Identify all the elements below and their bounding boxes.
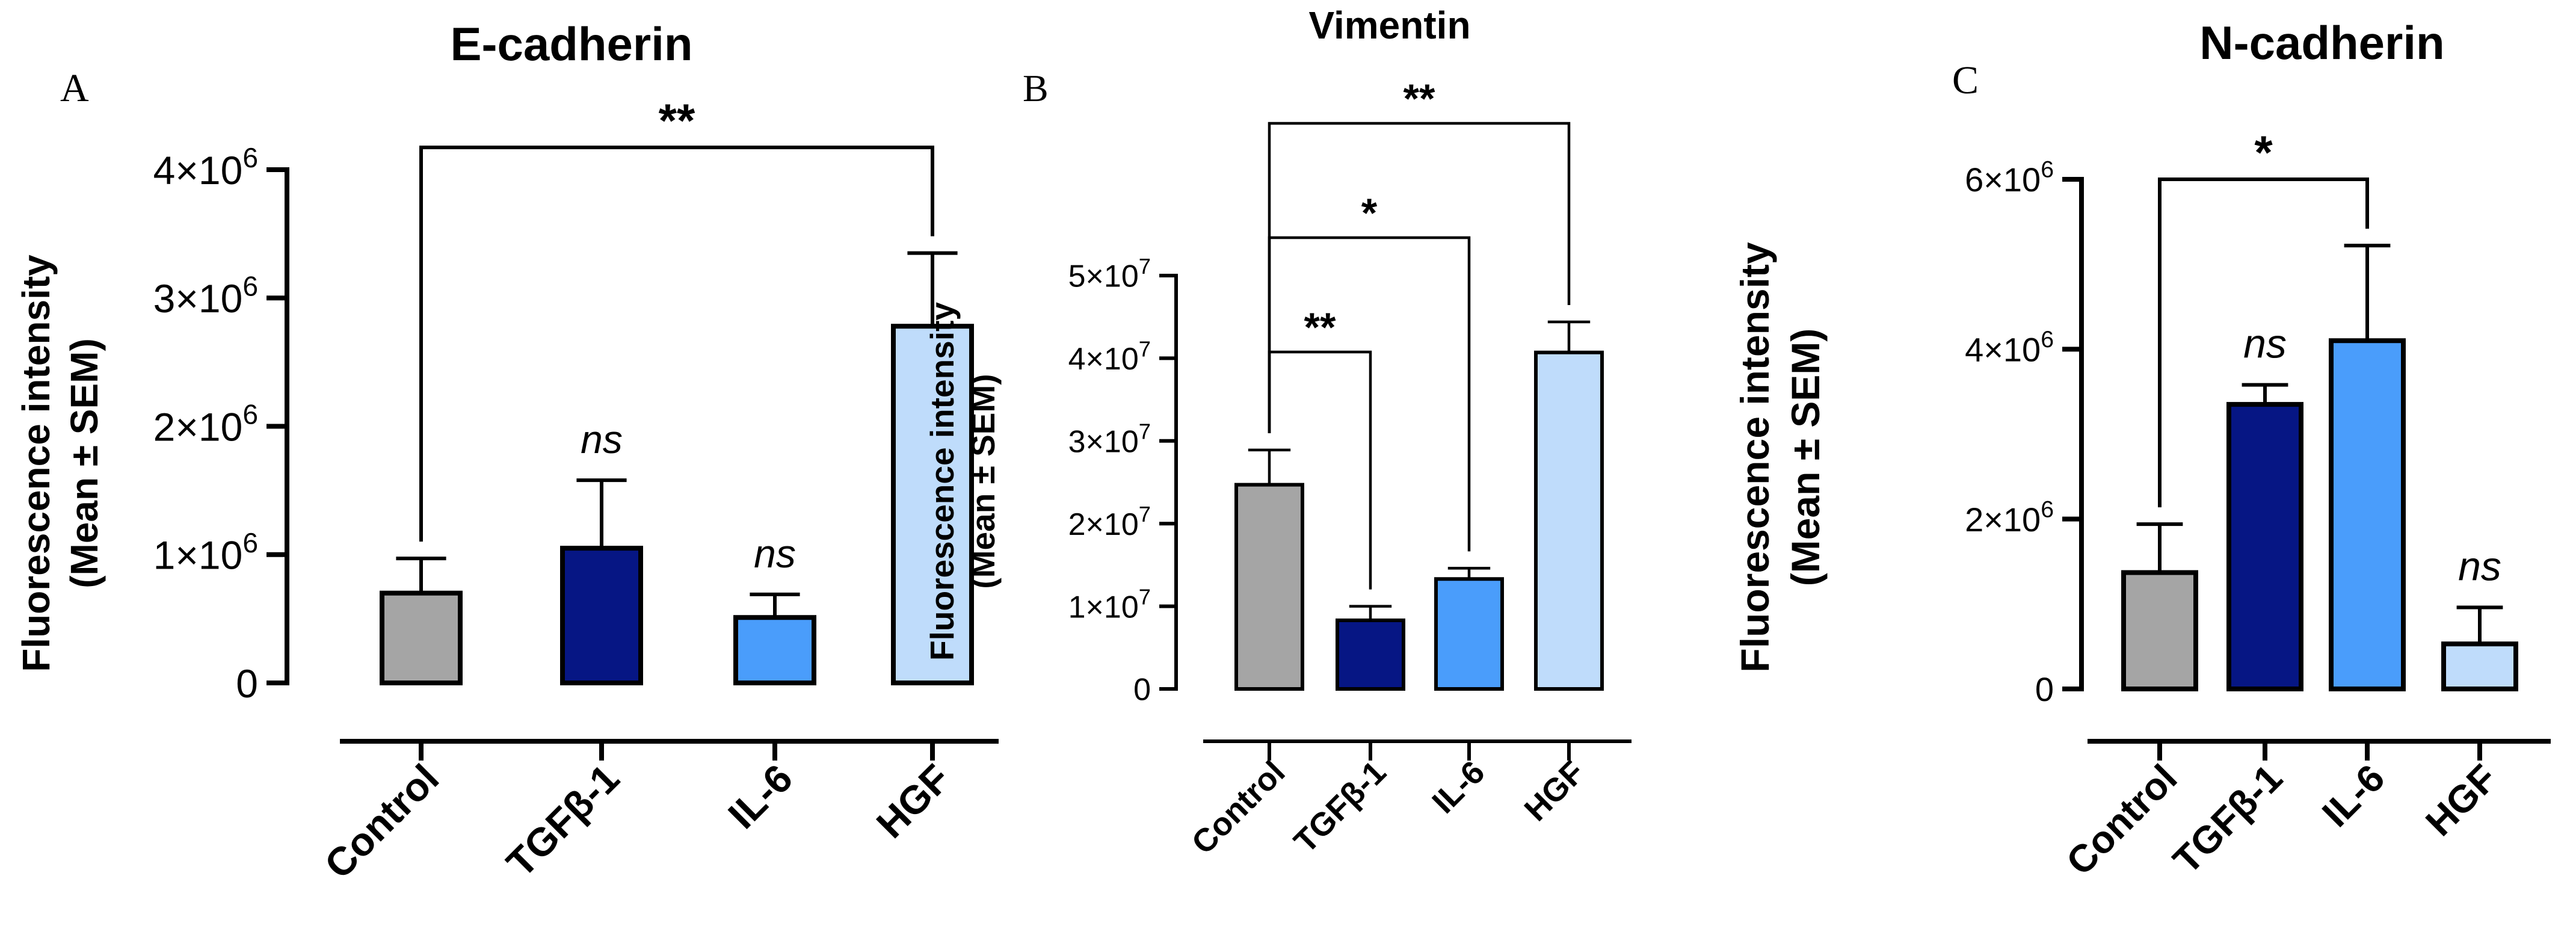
x-tick-label: IL-6 xyxy=(1425,754,1491,820)
y-tick-exponent: 6 xyxy=(242,527,258,558)
x-tick-label: TGFβ-1 xyxy=(1287,754,1393,860)
y-tick-exponent: 6 xyxy=(242,270,258,301)
y-tick-label: 5×107 xyxy=(1068,254,1151,294)
significance-bracket xyxy=(2158,177,2369,508)
bar-tgfβ-1 xyxy=(560,546,643,686)
y-tick-label: 4×106 xyxy=(153,142,258,193)
significance-label: ** xyxy=(1304,304,1336,350)
y-tick-mantissa: 6×10 xyxy=(1965,161,2041,199)
significance-label: * xyxy=(1361,190,1378,236)
y-tick-label: 2×107 xyxy=(1068,502,1151,542)
y-tick-label: 4×106 xyxy=(1965,327,2054,369)
y-tick-mantissa: 1×10 xyxy=(1068,590,1139,625)
y-tick-mantissa: 4×10 xyxy=(153,148,243,193)
y-tick-mantissa: 1×10 xyxy=(153,533,243,578)
y-tick-label: 2×106 xyxy=(153,399,258,449)
bar-il-6 xyxy=(733,615,816,686)
chart-title: E-cadherin xyxy=(450,17,692,70)
bar-control xyxy=(2121,570,2198,692)
y-tick-mantissa: 3×10 xyxy=(153,276,243,321)
y-axis-label: Fluorescence intensity (Mean ± SEM) xyxy=(14,255,106,672)
y-tick-mantissa: 3×10 xyxy=(1068,425,1139,460)
y-tick-exponent: 7 xyxy=(1139,254,1151,279)
y-tick-mantissa: 2×10 xyxy=(1068,507,1139,542)
y-tick-label: 2×106 xyxy=(1965,496,2054,539)
y-tick-exponent: 6 xyxy=(2041,327,2054,353)
x-tick-label: TGFβ-1 xyxy=(2165,756,2290,882)
ns-label: ns xyxy=(581,417,623,461)
significance-label: ** xyxy=(1404,76,1435,122)
x-tick-label: IL-6 xyxy=(719,756,801,837)
bar-il-6 xyxy=(2329,338,2406,691)
x-tick-label: HGF xyxy=(867,756,958,847)
bar-hgf xyxy=(1534,350,1604,691)
panel-label: C xyxy=(1952,58,1979,102)
significance-bracket xyxy=(419,146,934,542)
x-tick-label: Control xyxy=(2058,756,2186,884)
y-tick-label: 1×107 xyxy=(1068,584,1151,625)
y-tick-exponent: 7 xyxy=(1139,336,1151,361)
y-axis-label: Fluorescence intensity (Mean ± SEM) xyxy=(923,302,1002,661)
bar-control xyxy=(1234,483,1304,691)
y-tick-exponent: 7 xyxy=(1139,584,1151,609)
ns-label: ns xyxy=(754,531,796,576)
y-axis-label-line: Fluorescence intensity xyxy=(923,302,961,661)
y-tick-mantissa: 4×10 xyxy=(1068,342,1139,377)
y-tick-exponent: 7 xyxy=(1139,502,1151,526)
y-tick-label: 3×107 xyxy=(1068,419,1151,460)
y-tick-exponent: 6 xyxy=(2041,157,2054,183)
x-tick-label: HGF xyxy=(1518,754,1592,828)
x-tick-label: Control xyxy=(1185,754,1292,861)
chart-title: Vimentin xyxy=(1308,4,1470,47)
bar-hgf xyxy=(2441,641,2518,691)
y-tick-label: 0 xyxy=(1133,673,1151,708)
bar-tgfβ-1 xyxy=(1336,618,1405,691)
y-tick-label: 4×107 xyxy=(1068,336,1151,377)
bar-hgf xyxy=(891,324,974,685)
y-axis-label-line: Fluorescence intensity xyxy=(1733,242,1777,673)
chart-panel-b: Vimentin B Fluorescence intensity (Mean ± S… xyxy=(923,4,1632,861)
bar-control xyxy=(380,590,463,685)
y-tick-mantissa: 0 xyxy=(2035,670,2054,708)
y-axis-label-line: (Mean ± SEM) xyxy=(964,374,1002,588)
bar-il-6 xyxy=(1434,577,1504,691)
y-tick-mantissa: 2×10 xyxy=(1965,501,2041,539)
y-tick-label: 0 xyxy=(2035,670,2054,708)
chart-title: N-cadherin xyxy=(2199,16,2444,69)
x-tick-label: HGF xyxy=(2417,756,2505,844)
bar-tgfβ-1 xyxy=(2226,402,2303,691)
y-axis-label-line: Fluorescence intensity xyxy=(14,255,58,672)
panel-label: B xyxy=(1023,67,1049,110)
y-tick-label: 0 xyxy=(236,661,258,706)
y-tick-label: 1×106 xyxy=(153,527,258,578)
y-tick-exponent: 6 xyxy=(242,399,258,430)
y-tick-label: 6×106 xyxy=(1965,157,2054,199)
panel-label: A xyxy=(60,66,89,110)
y-tick-mantissa: 2×10 xyxy=(153,404,243,449)
y-tick-mantissa: 0 xyxy=(1133,673,1151,708)
x-tick-label: IL-6 xyxy=(2314,756,2393,835)
y-tick-exponent: 7 xyxy=(1139,419,1151,444)
y-axis-label: Fluorescence intensity (Mean ± SEM) xyxy=(1733,242,1828,673)
significance-bracket xyxy=(1268,122,1571,433)
ns-label: ns xyxy=(2458,543,2501,589)
x-tick-label: Control xyxy=(316,756,447,887)
y-tick-exponent: 6 xyxy=(2041,496,2054,522)
y-tick-label: 3×106 xyxy=(153,270,258,321)
y-tick-mantissa: 0 xyxy=(236,661,258,706)
y-tick-exponent: 6 xyxy=(242,142,258,173)
significance-label: ** xyxy=(659,94,695,147)
y-tick-mantissa: 4×10 xyxy=(1965,330,2041,368)
y-axis-label-line: (Mean ± SEM) xyxy=(63,338,106,588)
y-axis-label-line: (Mean ± SEM) xyxy=(1783,329,1828,587)
y-tick-mantissa: 5×10 xyxy=(1068,259,1139,294)
chart-panel-c: N-cadherin C Fluorescence intensity (Mean ±… xyxy=(1733,16,2551,883)
significance-label: * xyxy=(2254,126,2273,179)
x-tick-label: TGFβ-1 xyxy=(498,756,628,886)
ns-label: ns xyxy=(2243,321,2287,367)
